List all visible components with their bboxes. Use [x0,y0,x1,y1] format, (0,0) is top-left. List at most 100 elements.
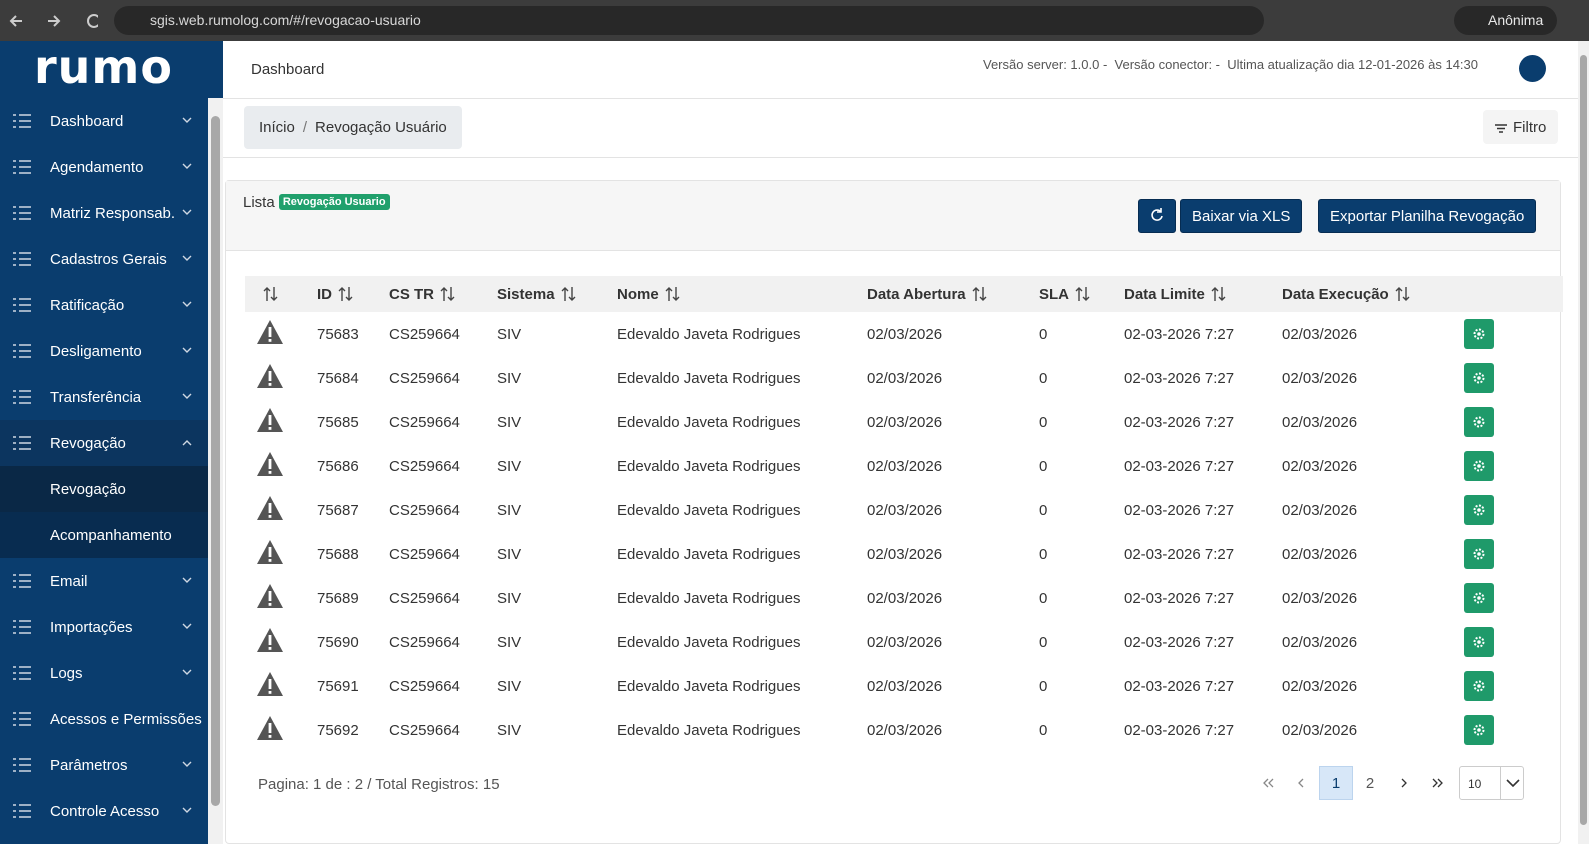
chevron [182,255,192,261]
cell: 75689 [317,589,359,607]
menu-item[interactable]: Matriz Responsab. [0,190,208,236]
column-header[interactable]: ID [317,276,389,312]
menu-item[interactable]: Parâmetros [0,742,208,788]
page-link[interactable]: 2 [1365,774,1375,792]
column-label: SLA [1039,285,1069,303]
cell: CS259664 [389,457,460,475]
menu-item[interactable]: Controle Acesso [0,788,208,834]
menu-item[interactable]: Importações [0,604,208,650]
pager-nav[interactable] [1387,766,1421,800]
menu-item[interactable]: Agendamento [0,144,208,190]
crumb: Revogação Usuário [315,119,447,136]
chevron [182,209,192,215]
cell: 02-03-2026 7:27 [1124,677,1235,695]
settings-button[interactable] [1464,363,1494,393]
chevron [182,163,192,169]
cell: 75684 [317,369,359,387]
crumb[interactable]: Início [259,119,295,136]
menu-item[interactable]: Acessos e Permissões [0,696,208,742]
filter-button[interactable]: Filtro [1483,110,1559,144]
sort-icon[interactable] [561,286,577,302]
sort-icon[interactable] [665,286,681,302]
nav-icons[interactable] [8,12,98,30]
settings-button[interactable] [1464,715,1494,745]
cell: CS259664 [389,369,460,387]
cell: SIV [497,677,522,695]
status-cell [245,620,317,664]
address-bar[interactable]: sgis.web.rumolog.com/#/revogacao-usuario [114,6,1264,35]
page-link[interactable]: 1 [1319,766,1353,800]
cell: 02/03/2026 [867,413,943,431]
cell: 75688 [317,545,359,563]
menu-item[interactable]: Logs [0,650,208,696]
cell: SIV [497,633,522,651]
cell: SIV [497,589,522,607]
menu-item[interactable]: Ratificação [0,282,208,328]
status-cell [245,576,317,620]
sort-icon[interactable] [972,286,988,302]
cell: 02/03/2026 [867,325,943,343]
sort-icon[interactable] [1395,286,1411,302]
column-header[interactable]: CS TR [389,276,497,312]
column-header[interactable]: Data Abertura [867,276,1039,312]
pager-nav[interactable] [1285,766,1319,800]
cell: 02-03-2026 7:27 [1124,457,1235,475]
cell: 02/03/2026 [1282,677,1358,695]
settings-button[interactable] [1464,451,1494,481]
menu-item[interactable]: Email [0,558,208,604]
settings-button[interactable] [1464,539,1494,569]
cell: 02/03/2026 [867,721,943,739]
action-cell [1464,356,1563,400]
cell: 02/03/2026 [867,589,943,607]
sidebar: rumo Dashboard Agendamento Matriz Responsa… [0,41,223,844]
page-size[interactable]: 10 [1459,766,1524,800]
sort-icon[interactable] [1211,286,1227,302]
submenu-item[interactable]: Revogação [0,466,208,512]
profile[interactable]: Anônima [1454,6,1558,35]
settings-button[interactable] [1464,671,1494,701]
column-header[interactable]: Data Limite [1124,276,1282,312]
column-header[interactable]: Data Execução [1282,276,1464,312]
cell: 02-03-2026 7:27 [1124,545,1235,563]
submenu-item[interactable]: Acompanhamento [0,512,208,558]
cell: 0 [1039,369,1048,387]
cell: CS259664 [389,633,460,651]
menu-label: Agendamento [50,158,144,176]
refresh-button[interactable] [1138,199,1176,233]
menu-label: Parâmetros [50,756,128,774]
column-header[interactable]: Nome [617,276,867,312]
status-cell [245,664,317,708]
settings-button[interactable] [1464,495,1494,525]
menu-item[interactable]: Revogação [0,420,208,466]
action-cell [1464,312,1563,356]
export-button[interactable]: Exportar Planilha Revogação [1318,199,1537,233]
cell: 02/03/2026 [1282,369,1358,387]
menu-item[interactable]: Transferência [0,374,208,420]
sort-icon[interactable] [263,286,279,302]
cell: Edevaldo Javeta Rodrigues [617,413,801,431]
status-cell [245,488,317,532]
xls-button[interactable]: Baixar via XLS [1180,199,1303,233]
menu-label: Acessos e Permissões [50,710,202,728]
cell: 02-03-2026 7:27 [1124,369,1235,387]
menu-item[interactable]: Dashboard [0,98,208,144]
settings-button[interactable] [1464,583,1494,613]
settings-button[interactable] [1464,627,1494,657]
column-header[interactable]: Sistema [497,276,617,312]
avatar[interactable] [1519,55,1546,82]
settings-button[interactable] [1464,319,1494,349]
sort-icon[interactable] [440,286,456,302]
sort-icon[interactable] [1075,286,1091,302]
menu-item[interactable]: Cadastros Gerais [0,236,208,282]
sort-icon[interactable] [338,286,354,302]
pager-nav[interactable] [1421,766,1455,800]
breadcrumb: Início / Revogação Usuário [244,106,462,149]
header: Dashboard Versão server: 1.0.0 - Versão … [223,41,1578,99]
settings-button[interactable] [1464,407,1494,437]
cell: 0 [1039,457,1048,475]
column-header[interactable]: SLA [1039,276,1124,312]
sort-header[interactable] [245,276,317,312]
pager-nav[interactable] [1251,766,1285,800]
menu-item[interactable]: Desligamento [0,328,208,374]
warning-icon [257,628,283,652]
